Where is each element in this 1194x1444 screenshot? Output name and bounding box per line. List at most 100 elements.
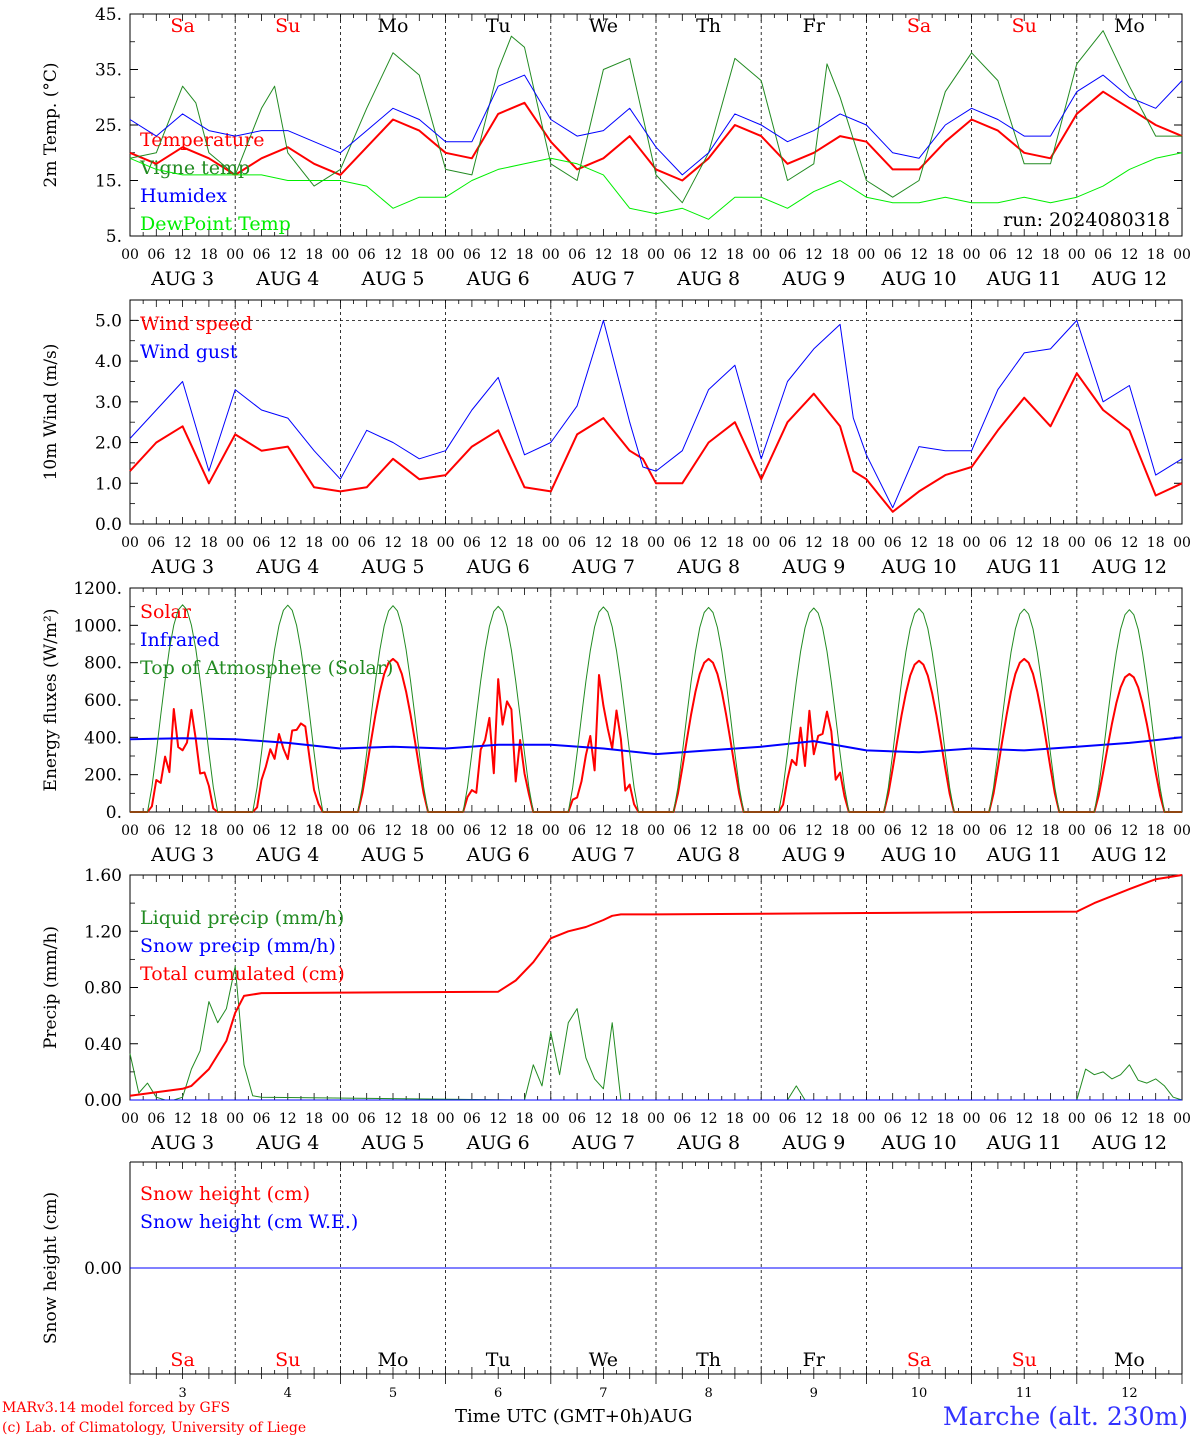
y-tick-label: 25. (95, 116, 122, 136)
date-label: AUG 4 (255, 1132, 319, 1154)
hour-tick-label: 18 (726, 823, 744, 839)
hour-tick-label: 06 (779, 823, 797, 839)
date-label: AUG 8 (676, 268, 740, 290)
hour-tick-label: 18 (1147, 1111, 1165, 1127)
station-name: Marche (alt. 230m) (942, 1402, 1188, 1431)
day-number-label: 6 (494, 1386, 502, 1401)
legend-entry: Liquid precip (mm/h) (140, 907, 344, 929)
hour-tick-label: 00 (1068, 247, 1086, 263)
date-label: AUG 9 (781, 268, 845, 290)
hour-tick-label: 00 (647, 247, 665, 263)
hour-tick-label: 18 (936, 823, 954, 839)
hour-tick-label: 00 (647, 535, 665, 551)
weekday-label: Su (1012, 1349, 1037, 1371)
hour-tick-label: 00 (752, 247, 770, 263)
series-line-2 (129, 319, 1183, 509)
hour-tick-label: 12 (489, 1111, 507, 1127)
hour-tick-label: 00 (121, 823, 139, 839)
y-tick-label: 0.40 (84, 1035, 122, 1055)
legend-entry: Vigne temp (139, 157, 250, 179)
hour-tick-label: 12 (805, 247, 823, 263)
day-number-label: 9 (810, 1386, 818, 1401)
hour-tick-label: 00 (121, 535, 139, 551)
hour-tick-label: 00 (437, 823, 455, 839)
hour-tick-label: 12 (384, 823, 402, 839)
hour-tick-label: 18 (1042, 535, 1060, 551)
date-label: AUG 3 (150, 1132, 214, 1154)
date-label: AUG 9 (781, 1132, 845, 1154)
hour-tick-label: 06 (358, 535, 376, 551)
hour-tick-label: 12 (174, 823, 192, 839)
legend-entry: Temperature (140, 129, 264, 151)
y-tick-label: 0. (106, 803, 122, 823)
hour-tick-label: 06 (779, 247, 797, 263)
hour-tick-label: 00 (226, 535, 244, 551)
hour-tick-label: 00 (121, 1111, 139, 1127)
date-label: AUG 8 (676, 1132, 740, 1154)
hour-tick-label: 18 (410, 823, 428, 839)
date-label: AUG 9 (781, 556, 845, 578)
hour-tick-label: 06 (568, 823, 586, 839)
hour-tick-label: 00 (226, 247, 244, 263)
series-line-3 (130, 604, 1182, 813)
hour-tick-label: 12 (594, 535, 612, 551)
hour-tick-label: 00 (963, 247, 981, 263)
hour-tick-label: 12 (910, 247, 928, 263)
hour-tick-label: 18 (831, 823, 849, 839)
hour-tick-label: 06 (253, 1111, 271, 1127)
hour-tick-label: 18 (936, 1111, 954, 1127)
hour-tick-label: 00 (437, 1111, 455, 1127)
hour-tick-label: 18 (621, 1111, 639, 1127)
hour-tick-label: 18 (516, 535, 534, 551)
legend-entry: Snow height (cm W.E.) (140, 1211, 358, 1233)
legend-entry: Snow height (cm) (140, 1183, 310, 1205)
hour-tick-label: 00 (542, 535, 560, 551)
hour-tick-label: 12 (910, 535, 928, 551)
hour-tick-label: 06 (1094, 535, 1112, 551)
hour-tick-label: 18 (1042, 823, 1060, 839)
day-number-label: 5 (389, 1386, 397, 1401)
date-label: AUG 12 (1091, 844, 1167, 866)
hour-tick-label: 00 (1173, 535, 1191, 551)
hour-tick-label: 06 (463, 535, 481, 551)
date-label: AUG 11 (986, 268, 1062, 290)
date-label: AUG 4 (255, 844, 319, 866)
weekday-label: Fr (803, 1349, 826, 1371)
series-line-1 (130, 657, 1182, 813)
run-annotation: run: 2024080318 (1003, 209, 1170, 231)
date-label: AUG 9 (781, 844, 845, 866)
hour-tick-label: 12 (174, 535, 192, 551)
panel-1: 5. 15. 25. 35. 45. 2m Temp. (°C) Temperature Vi… (41, 5, 1191, 290)
hour-tick-label: 12 (279, 535, 297, 551)
hour-tick-label: 06 (147, 823, 165, 839)
hour-tick-label: 18 (1147, 247, 1165, 263)
hour-tick-label: 12 (594, 823, 612, 839)
hour-tick-label: 18 (726, 247, 744, 263)
hour-tick-label: 06 (884, 823, 902, 839)
hour-tick-label: 18 (516, 247, 534, 263)
hour-tick-label: 00 (857, 247, 875, 263)
hour-tick-label: 12 (700, 823, 718, 839)
weekday-label: Mo (378, 15, 409, 37)
hour-tick-label: 12 (1015, 535, 1033, 551)
day-number-label: 11 (1016, 1386, 1033, 1401)
weekday-label: Tu (486, 15, 511, 37)
hour-tick-label: 06 (779, 1111, 797, 1127)
y-tick-label: 1000. (73, 616, 122, 636)
weekday-label: Tu (486, 1349, 511, 1371)
y-axis-title: 2m Temp. (°C) (41, 62, 61, 187)
weekday-label: Su (275, 15, 300, 37)
y-tick-label: 1200. (73, 579, 122, 599)
day-number-label: 7 (599, 1386, 607, 1401)
weekday-label: We (589, 15, 618, 37)
hour-tick-label: 18 (936, 247, 954, 263)
hour-tick-label: 18 (726, 535, 744, 551)
weekday-label: Sa (907, 1349, 931, 1371)
date-label: AUG 10 (880, 556, 956, 578)
date-label: AUG 11 (986, 1132, 1062, 1154)
hour-tick-label: 06 (884, 1111, 902, 1127)
y-tick-label: 0.00 (84, 1259, 122, 1279)
hour-tick-label: 18 (621, 247, 639, 263)
date-label: AUG 8 (676, 844, 740, 866)
